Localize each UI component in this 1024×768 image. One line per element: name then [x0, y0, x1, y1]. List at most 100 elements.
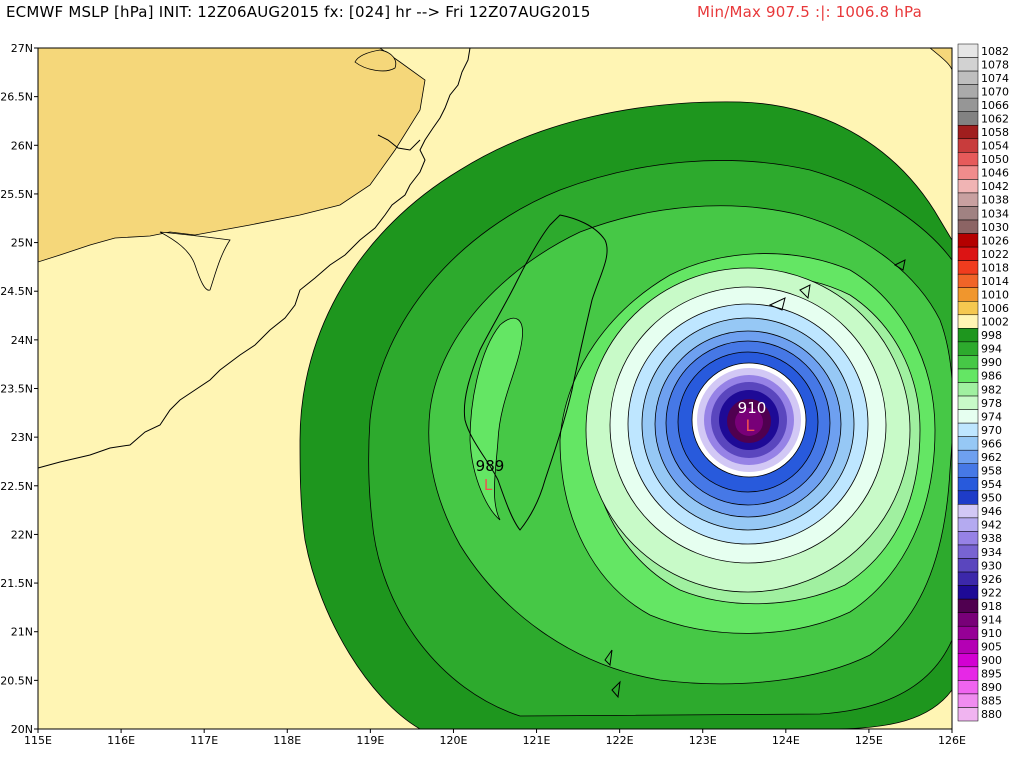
field-1006-patch: [159, 231, 231, 291]
colorbar-label: 938: [981, 532, 1002, 545]
coastline-china: [37, 47, 471, 469]
colorbar-swatch: [957, 625, 979, 641]
colorbar-label: 922: [981, 586, 1002, 599]
longitude-axis: 115E 116E 117E 118E 119E 120E 121E 122E 123E 124E…: [24, 729, 966, 747]
low-910-symbol: L: [746, 416, 755, 435]
colorbar-label: 1058: [981, 126, 1009, 139]
coastlines: [37, 47, 906, 699]
colorbar-label: 1010: [981, 288, 1009, 301]
lon-tick-label: 123E: [689, 734, 717, 747]
lon-tick-label: 122E: [606, 734, 634, 747]
colorbar-swatch: [957, 84, 979, 99]
coastline-china-east: [377, 134, 421, 151]
colorbar-swatch: [957, 436, 979, 451]
colorbar-label: 1082: [981, 45, 1009, 58]
colorbar-swatch: [957, 409, 979, 424]
colorbar-label: 974: [981, 410, 1002, 423]
colorbar-label: 978: [981, 397, 1002, 410]
colorbar-swatch: [957, 97, 979, 112]
colorbar-swatch: [957, 585, 979, 600]
colorbar-label: 1006: [981, 302, 1009, 315]
colorbar-swatch: [957, 571, 979, 586]
colorbar-swatch: [957, 477, 979, 492]
colorbar-label: 1014: [981, 275, 1009, 288]
lon-tick-label: 124E: [772, 734, 800, 747]
colorbar-label: 954: [981, 478, 1002, 491]
colorbar-label: 914: [981, 613, 1002, 626]
colorbar-label: 918: [981, 600, 1002, 613]
colorbar-swatch: [957, 544, 979, 559]
lon-tick-label: 126E: [938, 734, 966, 747]
colorbar-swatch: [957, 124, 979, 140]
colorbar-label: 926: [981, 573, 1002, 586]
min-max-readout: Min/Max 907.5 :|: 1006.8 hPa: [697, 3, 923, 21]
colorbar-label: 1002: [981, 316, 1009, 329]
colorbar-swatch: [957, 693, 979, 708]
lat-tick-label: 20N: [11, 723, 33, 736]
lon-tick-label: 115E: [24, 734, 52, 747]
colorbar-label: 958: [981, 465, 1002, 478]
colorbar-label: 1066: [981, 99, 1009, 112]
colorbar-label: 966: [981, 437, 1002, 450]
colorbar-swatch: [957, 260, 979, 275]
colorbar-label: 910: [981, 627, 1002, 640]
lat-tick-label: 21N: [11, 626, 33, 639]
colorbar-label: 1042: [981, 180, 1009, 193]
colorbar-swatch: [957, 70, 979, 85]
chart-title: ECMWF MSLP [hPa] INIT: 12Z06AUG2015 fx: …: [6, 3, 591, 21]
colorbar-label: 900: [981, 654, 1002, 667]
low-989-symbol: L: [484, 476, 493, 494]
colorbar-swatch: [957, 273, 979, 288]
lon-tick-label: 119E: [356, 734, 384, 747]
colorbar-swatch: [957, 138, 979, 153]
colorbar-label: 885: [981, 695, 1002, 708]
colorbar-swatch: [957, 219, 979, 234]
colorbar: 1082107810741070106610621058105410501046…: [957, 43, 1009, 722]
field-1006-west: [38, 48, 426, 263]
colorbar-label: 930: [981, 559, 1002, 572]
colorbar-swatch: [957, 368, 979, 383]
low-989-value: 989: [476, 457, 505, 475]
field-1006: [38, 48, 952, 75]
lat-tick-label: 20.5N: [0, 674, 33, 687]
colorbar-swatch: [957, 57, 979, 72]
low-910-value: 910: [738, 399, 767, 417]
pressure-field: [38, 48, 952, 729]
colorbar-label: 990: [981, 356, 1002, 369]
lat-tick-label: 22N: [11, 528, 33, 541]
coastline-taiwan: [463, 214, 608, 531]
colorbar-swatch: [957, 517, 979, 532]
colorbar-label: 1070: [981, 85, 1009, 98]
colorbar-label: 950: [981, 492, 1002, 505]
colorbar-swatch: [957, 639, 979, 654]
colorbar-label: 905: [981, 641, 1002, 654]
coastline-islands: [604, 259, 906, 699]
colorbar-swatch: [957, 111, 979, 126]
low-910: 910 L: [738, 399, 767, 435]
colorbar-swatch: [957, 680, 979, 695]
lon-tick-label: 117E: [190, 734, 218, 747]
lat-tick-label: 27N: [11, 42, 33, 55]
low-989: 989 L: [476, 457, 505, 494]
colorbar-swatch: [957, 598, 979, 613]
colorbar-swatch: [957, 612, 979, 627]
colorbar-swatch: [957, 355, 979, 370]
colorbar-swatch: [957, 179, 979, 194]
lat-tick-label: 25.5N: [0, 188, 33, 201]
lat-tick-label: 23.5N: [0, 383, 33, 396]
colorbar-label: 986: [981, 370, 1002, 383]
colorbar-swatch: [957, 490, 979, 505]
lat-tick-label: 24N: [11, 334, 33, 347]
lon-tick-label: 118E: [273, 734, 301, 747]
field-914: [735, 408, 763, 436]
colorbar-label: 1054: [981, 140, 1009, 153]
colorbar-swatch: [957, 301, 979, 316]
colorbar-swatch: [957, 422, 979, 437]
colorbar-swatch: [957, 206, 979, 221]
field-989-inset: [469, 317, 523, 521]
colorbar-label: 1022: [981, 248, 1009, 261]
colorbar-label: 1034: [981, 207, 1009, 220]
colorbar-swatch: [957, 287, 979, 302]
colorbar-swatch: [957, 666, 979, 681]
colorbar-swatch: [957, 192, 979, 207]
